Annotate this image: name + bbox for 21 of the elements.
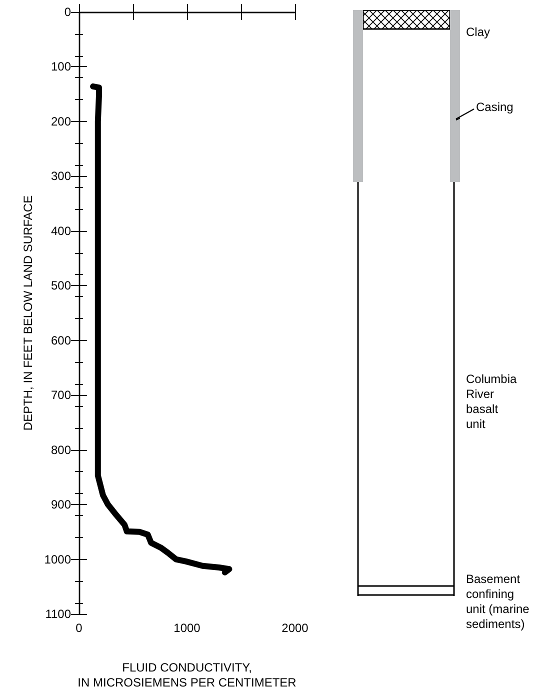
- y-tick-label: 800: [50, 442, 72, 457]
- text: Columbia River basalt unit: [466, 372, 517, 432]
- x-tick-label: 0: [76, 621, 83, 635]
- y-tick-label: 0: [64, 5, 72, 19]
- x-tick-label: 1000: [174, 621, 201, 635]
- y-tick-label: 300: [50, 169, 72, 184]
- y-tick-label: 200: [50, 114, 72, 128]
- x-axis-title: FLUID CONDUCTIVITY, IN MICROSIEMENS PER CENTIMETER: [78, 660, 297, 690]
- y-tick-label: 500: [50, 278, 72, 293]
- text: Casing: [476, 100, 514, 115]
- y-tick-label: 900: [50, 498, 72, 512]
- y-axis-title: DEPTH, IN FEET BELOW LAND SURFACE: [21, 195, 35, 431]
- y-tick-label: 400: [50, 224, 72, 238]
- text: Basement confining unit (marine sediments): [466, 572, 530, 632]
- y-tick-label: 100: [50, 60, 72, 74]
- y-tick-label: 600: [50, 333, 72, 348]
- y-tick-label: 1100: [45, 607, 72, 621]
- text: Clay: [466, 25, 490, 40]
- x-tick-label: 2000: [282, 621, 309, 635]
- y-tick-label: 1000: [44, 552, 72, 566]
- y-tick-label: 700: [50, 388, 72, 402]
